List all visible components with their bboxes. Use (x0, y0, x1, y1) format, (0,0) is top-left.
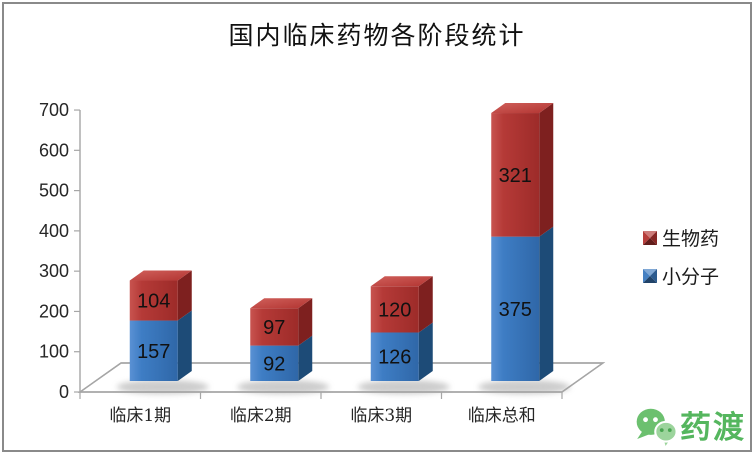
y-axis-tick-label: 600 (39, 140, 69, 160)
y-axis-tick-label: 0 (59, 382, 69, 402)
bar-biologics-side-cat1 (298, 298, 313, 346)
legend-marker-biologics-icon (643, 230, 657, 245)
legend-marker-small-molecule-icon (643, 268, 657, 283)
bar-small-molecule-front-cat0 (129, 320, 178, 381)
legend-marker-facet (643, 268, 657, 276)
brand-logo: 药渡 (632, 404, 746, 450)
bar-biologics-top-cat3 (491, 103, 554, 114)
legend-marker-facet (643, 230, 650, 245)
wechat-bubbles-icon (636, 408, 678, 449)
bar-biologics-front-cat0 (129, 280, 178, 321)
bar-value-label: 92 (263, 353, 285, 375)
bar-small-molecule-front-cat1 (250, 345, 299, 381)
y-axis-tick-label: 200 (39, 301, 69, 321)
bar-small-molecule-front-cat2 (370, 332, 419, 381)
legend-marker-facet (643, 268, 650, 283)
legend-item-biologics: 生物药 (643, 224, 719, 251)
x-axis-category-label: 临床3期 (350, 406, 412, 426)
bar-biologics-top-cat1 (250, 298, 313, 309)
brand-logo-text: 药渡 (680, 409, 746, 445)
legend-marker-facet (643, 275, 657, 283)
y-axis-tick-label: 100 (39, 342, 69, 362)
bar-small-molecule-side-cat2 (418, 322, 433, 381)
bar-value-label: 321 (499, 165, 532, 187)
bar-shadow (116, 380, 209, 394)
legend-marker-facet (650, 268, 657, 283)
x-axis-category-label: 临床总和 (468, 406, 536, 426)
chart-floor-outline (77, 362, 606, 393)
bar-value-label: 97 (263, 317, 285, 339)
bar-biologics-front-cat3 (491, 113, 540, 237)
legend-marker-facet (643, 230, 657, 238)
y-axis-tick-label: 700 (39, 100, 69, 120)
legend-marker-facet (650, 230, 657, 245)
bar-small-molecule-side-cat0 (177, 310, 192, 381)
bar-biologics-side-cat2 (418, 276, 433, 333)
legend-label-small-molecule: 小分子 (662, 266, 720, 288)
bar-shadow (357, 380, 450, 394)
chart-title: 国内临床药物各阶段统计 (228, 21, 526, 50)
bar-shadow (237, 380, 330, 394)
bar-biologics-front-cat1 (250, 308, 299, 346)
legend-marker-facet (643, 237, 657, 245)
bar-shadow (478, 380, 571, 394)
bar-value-label: 126 (378, 347, 411, 369)
bar-biologics-side-cat3 (539, 103, 554, 237)
bar-biologics-side-cat0 (177, 270, 192, 321)
bar-small-molecule-front-cat3 (491, 236, 540, 381)
bar-small-molecule-side-cat1 (298, 335, 313, 381)
bar-value-label: 157 (137, 341, 170, 363)
y-axis-tick-label: 300 (39, 261, 69, 281)
bar-value-label: 120 (378, 299, 411, 321)
y-axis-tick-label: 500 (39, 181, 69, 201)
chart-legend: 生物药 小分子 (643, 224, 719, 300)
y-axis-tick-label: 400 (39, 221, 69, 241)
x-axis-category-label: 临床2期 (230, 406, 292, 426)
legend-label-biologics: 生物药 (662, 228, 720, 250)
bar-biologics-front-cat2 (370, 286, 419, 333)
bar-small-molecule-side-cat3 (539, 226, 554, 381)
bar-biologics-top-cat2 (370, 276, 433, 287)
bar-value-label: 104 (137, 291, 170, 313)
bar-value-label: 375 (499, 299, 532, 321)
x-axis-category-label: 临床1期 (109, 406, 171, 426)
legend-item-small-molecule: 小分子 (643, 262, 719, 289)
bar-biologics-top-cat0 (129, 270, 192, 281)
